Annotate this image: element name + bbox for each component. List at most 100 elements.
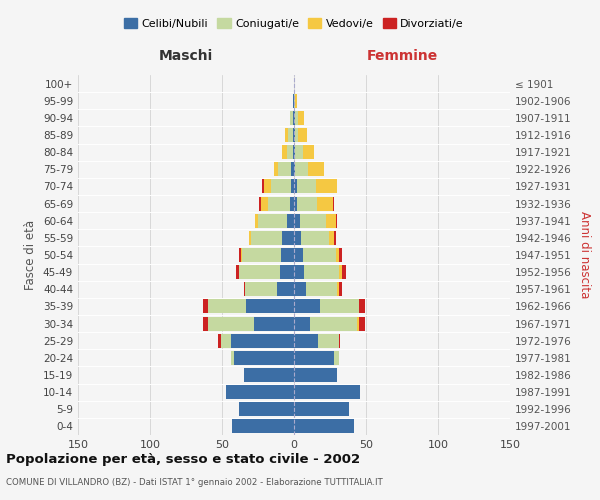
Bar	[290, 196, 294, 210]
Bar	[294, 282, 305, 296]
Bar	[230, 351, 233, 365]
Bar	[264, 180, 271, 194]
Bar	[203, 316, 208, 330]
Bar	[329, 231, 334, 245]
Bar	[294, 334, 319, 347]
Bar	[230, 334, 294, 347]
Bar	[261, 196, 268, 210]
Bar	[300, 214, 326, 228]
Bar	[294, 368, 337, 382]
Bar	[250, 231, 251, 245]
Y-axis label: Anni di nascita: Anni di nascita	[578, 212, 591, 298]
Bar	[294, 214, 300, 228]
Bar	[310, 316, 358, 330]
Bar	[305, 282, 337, 296]
Bar	[320, 300, 359, 314]
Text: Popolazione per età, sesso e stato civile - 2002: Popolazione per età, sesso e stato civil…	[6, 452, 360, 466]
Bar	[244, 282, 245, 296]
Bar	[245, 282, 277, 296]
Bar	[244, 368, 294, 382]
Bar	[239, 265, 280, 279]
Bar	[298, 128, 307, 142]
Bar	[287, 145, 293, 159]
Bar	[294, 196, 297, 210]
Bar	[258, 214, 287, 228]
Bar	[294, 128, 295, 142]
Bar	[297, 196, 317, 210]
Bar	[294, 300, 320, 314]
Bar	[287, 214, 294, 228]
Bar	[294, 162, 295, 176]
Bar	[334, 231, 336, 245]
Bar	[295, 162, 308, 176]
Bar	[359, 300, 365, 314]
Bar	[239, 402, 294, 416]
Bar	[317, 196, 333, 210]
Bar	[254, 316, 294, 330]
Bar	[358, 316, 359, 330]
Text: Femmine: Femmine	[367, 49, 437, 63]
Bar	[294, 420, 355, 434]
Bar	[291, 162, 294, 176]
Bar	[308, 162, 324, 176]
Bar	[239, 248, 241, 262]
Bar	[247, 300, 294, 314]
Bar	[293, 94, 294, 108]
Bar	[304, 265, 338, 279]
Bar	[295, 145, 302, 159]
Bar	[294, 180, 297, 194]
Bar	[291, 180, 294, 194]
Bar	[295, 94, 297, 108]
Bar	[233, 351, 294, 365]
Bar	[298, 111, 304, 125]
Bar	[295, 111, 298, 125]
Bar	[336, 214, 337, 228]
Bar	[294, 385, 360, 399]
Bar	[293, 145, 294, 159]
Bar	[283, 145, 287, 159]
Bar	[326, 214, 336, 228]
Bar	[294, 111, 295, 125]
Bar	[333, 196, 334, 210]
Bar	[336, 248, 338, 262]
Bar	[221, 334, 230, 347]
Bar	[338, 248, 341, 262]
Bar	[255, 214, 258, 228]
Bar	[293, 111, 294, 125]
Bar	[294, 402, 349, 416]
Bar	[294, 231, 301, 245]
Bar	[208, 316, 254, 330]
Bar	[359, 316, 365, 330]
Bar	[341, 265, 346, 279]
Bar	[268, 196, 290, 210]
Bar	[302, 248, 336, 262]
Bar	[319, 334, 338, 347]
Bar	[295, 128, 298, 142]
Bar	[232, 420, 294, 434]
Bar	[241, 248, 242, 262]
Bar	[274, 162, 278, 176]
Bar	[294, 265, 304, 279]
Bar	[262, 180, 264, 194]
Bar	[338, 334, 340, 347]
Bar	[294, 351, 334, 365]
Bar	[338, 265, 341, 279]
Bar	[236, 265, 239, 279]
Bar	[293, 128, 294, 142]
Bar	[208, 300, 247, 314]
Bar	[226, 385, 294, 399]
Bar	[283, 231, 294, 245]
Text: Maschi: Maschi	[159, 49, 213, 63]
Bar	[294, 248, 302, 262]
Bar	[334, 351, 338, 365]
Bar	[316, 180, 337, 194]
Bar	[302, 145, 314, 159]
Bar	[251, 231, 283, 245]
Bar	[277, 282, 294, 296]
Bar	[281, 248, 294, 262]
Bar	[337, 282, 338, 296]
Bar	[294, 94, 295, 108]
Bar	[294, 316, 310, 330]
Bar	[271, 180, 291, 194]
Legend: Celibi/Nubili, Coniugati/e, Vedovi/e, Divorziati/e: Celibi/Nubili, Coniugati/e, Vedovi/e, Di…	[119, 14, 469, 34]
